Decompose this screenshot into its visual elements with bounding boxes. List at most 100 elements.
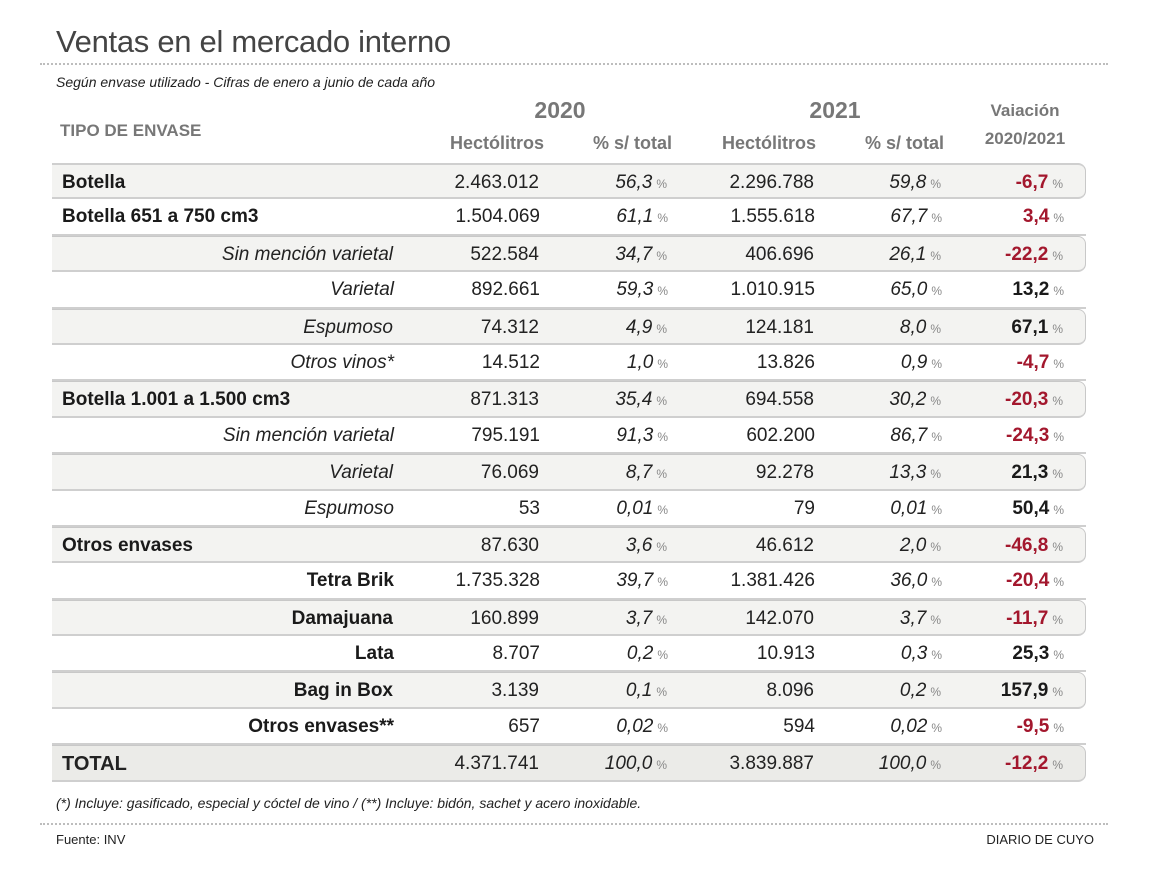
pct-total-2020: 0,2% <box>627 636 668 673</box>
percent-unit: % <box>931 575 942 590</box>
row-label: Damajuana <box>292 601 393 637</box>
hectolitros-2020-value: 87.630 <box>480 534 539 556</box>
hectolitros-2021-value: 13.826 <box>756 351 815 373</box>
hectolitros-2020-value: 892.661 <box>471 279 540 301</box>
pct-total-2021: 30,2% <box>889 382 941 419</box>
hectolitros-2021-value: 2.296.788 <box>729 172 814 193</box>
hectolitros-2020: 795.191 <box>471 418 540 454</box>
percent-unit: % <box>656 177 667 191</box>
column-header-pct-2021: % s/ total <box>864 133 944 153</box>
percent-unit: % <box>1053 648 1064 663</box>
page-title: Ventas en el mercado interno <box>56 24 451 59</box>
hectolitros-2020-value: 14.512 <box>481 351 540 373</box>
percent-unit: % <box>931 720 942 735</box>
row-label: Varietal <box>329 455 393 491</box>
table-row: TOTAL 4.371.741 100,0% 3.839.887 100,0% -12,2… <box>52 745 1086 783</box>
hectolitros-2021-value: 1.381.426 <box>730 570 815 592</box>
row-label-value: Otros envases** <box>248 715 394 737</box>
row-label-value: Lata <box>354 643 394 665</box>
hectolitros-2020-value: 1.504.069 <box>455 206 540 228</box>
hectolitros-2020: 892.661 <box>471 272 540 308</box>
hectolitros-2021: 13.826 <box>757 345 815 381</box>
hectolitros-2020: 87.630 <box>481 528 539 564</box>
variacion: -9,5% <box>1017 709 1064 746</box>
row-label: Varietal <box>330 272 394 308</box>
pct-total-2020: 4,9% <box>626 310 667 347</box>
hectolitros-2020-value: 2.463.012 <box>454 172 539 193</box>
percent-unit: % <box>930 248 941 263</box>
pct-total-2020-value: 3,6 <box>625 534 653 556</box>
table-row: Espumoso 53 0,01% 79 0,01% 50,4% <box>52 491 1086 527</box>
year-header-2020: 2020 <box>534 97 586 123</box>
hectolitros-2021-value: 10.913 <box>756 643 815 665</box>
hectolitros-2021: 2.296.788 <box>729 165 814 201</box>
percent-unit: % <box>656 248 667 263</box>
table-row: Lata 8.707 0,2% 10.913 0,3% 25,3% <box>52 636 1086 673</box>
hectolitros-2021: 1.555.618 <box>730 199 815 235</box>
hectolitros-2021-value: 124.181 <box>745 316 814 338</box>
hectolitros-2020-value: 8.707 <box>492 643 540 665</box>
pct-total-2021-value: 3,7 <box>899 607 927 629</box>
row-label-value: Tetra Brik <box>306 570 394 592</box>
percent-unit: % <box>656 394 667 409</box>
pct-total-2021: 8,0% <box>900 310 941 347</box>
pct-total-2021: 59,8% <box>889 165 941 202</box>
pct-total-2021: 3,7% <box>900 601 941 638</box>
pct-total-2020-value: 59,3 <box>616 279 654 301</box>
table-row: Otros envases 87.630 3,6% 46.612 2,0% -46,8% <box>52 526 1086 565</box>
hectolitros-2020: 14.512 <box>482 345 540 381</box>
percent-unit: % <box>931 356 942 371</box>
pct-total-2020: 39,7% <box>616 563 668 600</box>
percent-unit: % <box>1053 356 1064 371</box>
variacion-value: -9,5 <box>1016 715 1050 737</box>
table-row: Otros envases** 657 0,02% 594 0,02% -9,5% <box>52 709 1086 746</box>
percent-unit: % <box>1052 685 1063 700</box>
percent-unit: % <box>1053 575 1064 590</box>
table-row: Varietal 892.661 59,3% 1.010.915 65,0% 13,2% <box>52 272 1086 309</box>
variacion-value: -11,7 <box>1006 607 1049 629</box>
hectolitros-2021-value: 46.612 <box>755 534 814 556</box>
pct-total-2020: 3,6% <box>626 528 667 565</box>
pct-total-2020-value: 3,7 <box>625 607 653 629</box>
variacion-line2: 2020/2021 <box>984 129 1066 148</box>
hectolitros-2020-value: 4.371.741 <box>454 753 539 775</box>
variacion-line1: Vaiación <box>990 101 1060 120</box>
hectolitros-2021: 124.181 <box>745 310 814 346</box>
percent-unit: % <box>1052 248 1063 263</box>
variacion-value: 67,1 <box>1011 316 1049 338</box>
variacion-value: -4,7 <box>1016 351 1050 373</box>
variacion-value: -24,3 <box>1006 424 1050 446</box>
percent-unit: % <box>930 177 941 191</box>
variacion: -20,4% <box>1006 563 1064 600</box>
hectolitros-2021: 1.381.426 <box>730 563 815 599</box>
hectolitros-2020: 2.463.012 <box>454 165 539 201</box>
percent-unit: % <box>931 648 942 663</box>
variacion: 3,4% <box>1023 199 1064 236</box>
row-label-value: TOTAL <box>62 753 127 776</box>
hectolitros-2021-value: 3.839.887 <box>729 753 814 775</box>
hectolitros-2021-value: 8.096 <box>766 680 814 702</box>
pct-total-2020-value: 100,0 <box>604 753 653 775</box>
row-label-value: Sin mención varietal <box>222 424 394 446</box>
table-row: Sin mención varietal 795.191 91,3% 602.200 8… <box>52 418 1086 455</box>
hectolitros-2021-value: 92.278 <box>755 462 814 484</box>
hectolitros-2021: 406.696 <box>745 237 814 273</box>
percent-unit: % <box>1052 539 1063 554</box>
percent-unit: % <box>931 284 942 299</box>
hectolitros-2021: 142.070 <box>745 601 814 637</box>
row-label-value: Varietal <box>329 462 393 484</box>
hectolitros-2021: 594 <box>783 709 815 745</box>
percent-unit: % <box>657 720 668 735</box>
pct-total-2021: 67,7% <box>890 199 942 236</box>
percent-unit: % <box>657 211 668 226</box>
pct-total-2021-value: 0,01 <box>890 497 928 519</box>
variacion: -12,2% <box>1005 746 1063 783</box>
hectolitros-2021: 602.200 <box>746 418 815 454</box>
pct-total-2020-value: 61,1 <box>616 206 654 228</box>
hectolitros-2021: 694.558 <box>745 382 814 418</box>
pct-total-2020-value: 56,3 <box>615 172 653 193</box>
pct-total-2021-value: 0,3 <box>900 643 928 665</box>
table-row: Sin mención varietal 522.584 34,7% 406.696 2… <box>52 235 1086 273</box>
row-label: Sin mención varietal <box>222 237 393 273</box>
hectolitros-2020-value: 795.191 <box>471 424 540 446</box>
